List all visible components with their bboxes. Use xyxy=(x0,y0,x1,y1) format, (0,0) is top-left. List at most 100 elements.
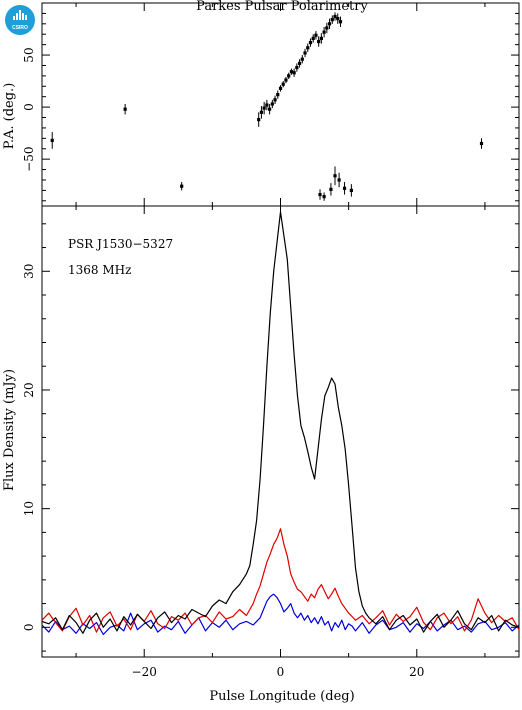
pa-marker xyxy=(262,106,266,110)
pa-marker xyxy=(322,30,326,34)
pa-marker xyxy=(300,57,304,61)
pa-point xyxy=(50,132,54,149)
profile-y-tick-label: 20 xyxy=(22,382,36,397)
pa-point xyxy=(300,55,304,64)
pa-point xyxy=(123,103,127,115)
page-title: Parkes Pulsar Polarimetry xyxy=(196,0,368,14)
pa-marker xyxy=(281,82,285,86)
x-tick-label: 0 xyxy=(277,665,285,679)
pa-marker xyxy=(479,141,484,146)
pa-marker xyxy=(329,187,333,191)
pa-y-axis-label: P.A. (deg.) xyxy=(2,83,17,150)
pa-data-points xyxy=(50,12,484,201)
pa-point xyxy=(259,106,264,119)
pa-point xyxy=(349,184,353,197)
pa-marker xyxy=(123,107,127,111)
pa-marker xyxy=(297,61,302,65)
pa-point xyxy=(311,34,315,43)
pa-marker xyxy=(292,71,296,75)
profile-y-axis-label: Flux Density (mJy) xyxy=(2,369,17,491)
pa-point xyxy=(306,43,310,52)
profile-line-circular xyxy=(41,593,520,636)
pa-marker xyxy=(337,178,341,182)
csiro-logo: CSIRO xyxy=(5,5,35,35)
pa-marker xyxy=(325,26,329,30)
frequency-annotation: 1368 MHz xyxy=(68,263,131,277)
profile-axis-ticks: −20 0 20 0 10 20 30 xyxy=(22,206,519,679)
pa-marker xyxy=(276,93,280,97)
pa-point xyxy=(333,12,337,21)
logo-bar xyxy=(19,10,21,20)
pa-marker xyxy=(180,184,184,188)
csiro-logo-text: CSIRO xyxy=(12,25,28,31)
pa-marker xyxy=(267,107,272,111)
pa-point xyxy=(318,189,322,200)
pa-marker xyxy=(50,138,54,143)
pa-marker xyxy=(317,39,321,44)
pa-point xyxy=(330,15,334,24)
pa-point xyxy=(262,101,266,115)
pa-point xyxy=(325,22,329,34)
pa-point xyxy=(314,31,318,40)
pa-marker xyxy=(314,33,318,37)
pa-point xyxy=(278,85,283,92)
x-tick-label: −20 xyxy=(132,665,157,679)
pa-marker xyxy=(319,36,323,40)
pa-marker xyxy=(273,98,277,102)
pa-point xyxy=(281,81,285,88)
pa-marker xyxy=(333,14,337,19)
pa-marker xyxy=(287,74,291,78)
profile-y-tick-label: 10 xyxy=(22,501,36,516)
pa-y-tick-label: 0 xyxy=(22,103,36,111)
profile-line-total xyxy=(41,211,520,634)
profile-y-tick-label: 0 xyxy=(22,624,36,632)
profile-line-linear xyxy=(41,528,520,633)
pa-point xyxy=(479,138,484,149)
pa-marker xyxy=(278,86,283,90)
pa-marker xyxy=(333,174,337,178)
pa-point xyxy=(267,103,272,115)
pa-marker xyxy=(289,70,294,74)
pa-point xyxy=(337,172,341,188)
pulsar-name-annotation: PSR J1530−5327 xyxy=(68,237,173,251)
pa-marker xyxy=(330,18,334,22)
pa-marker xyxy=(257,117,261,122)
pa-point xyxy=(327,18,332,30)
pa-marker xyxy=(322,195,326,199)
pa-marker xyxy=(311,36,315,40)
pa-marker xyxy=(338,20,343,24)
pa-marker xyxy=(265,103,269,107)
profile-panel: −20 0 20 0 10 20 30 PSR J1530−5327 1368 MHz Fl… xyxy=(2,205,520,704)
pa-marker xyxy=(308,40,313,45)
profile-series xyxy=(41,211,520,636)
pa-point xyxy=(336,13,340,24)
pa-point xyxy=(265,99,269,111)
position-angle-panel: −50 0 50 P.A. (deg.) xyxy=(2,2,520,207)
pa-panel-frame xyxy=(41,2,520,207)
pa-point xyxy=(333,166,337,186)
profile-y-tick-label: 30 xyxy=(22,264,36,279)
pa-point xyxy=(297,59,302,68)
pa-point xyxy=(180,182,184,191)
pa-marker xyxy=(327,22,332,26)
pa-marker xyxy=(342,186,347,190)
pa-marker xyxy=(259,110,264,114)
pa-point xyxy=(308,38,313,47)
pa-point xyxy=(273,95,277,104)
pa-point xyxy=(257,112,261,127)
logo-bar xyxy=(25,15,27,20)
pa-point xyxy=(270,99,274,109)
pa-point xyxy=(322,192,326,201)
pa-marker xyxy=(318,192,322,197)
logo-bar xyxy=(22,13,24,20)
pa-marker xyxy=(270,102,274,106)
pa-marker xyxy=(295,65,299,70)
pa-marker xyxy=(303,51,307,55)
pa-point xyxy=(329,183,333,196)
pa-y-tick-label: −50 xyxy=(22,146,36,171)
pa-point xyxy=(284,76,288,84)
pa-point xyxy=(317,36,321,47)
x-tick-label: 20 xyxy=(409,665,424,679)
pa-point xyxy=(342,182,347,195)
